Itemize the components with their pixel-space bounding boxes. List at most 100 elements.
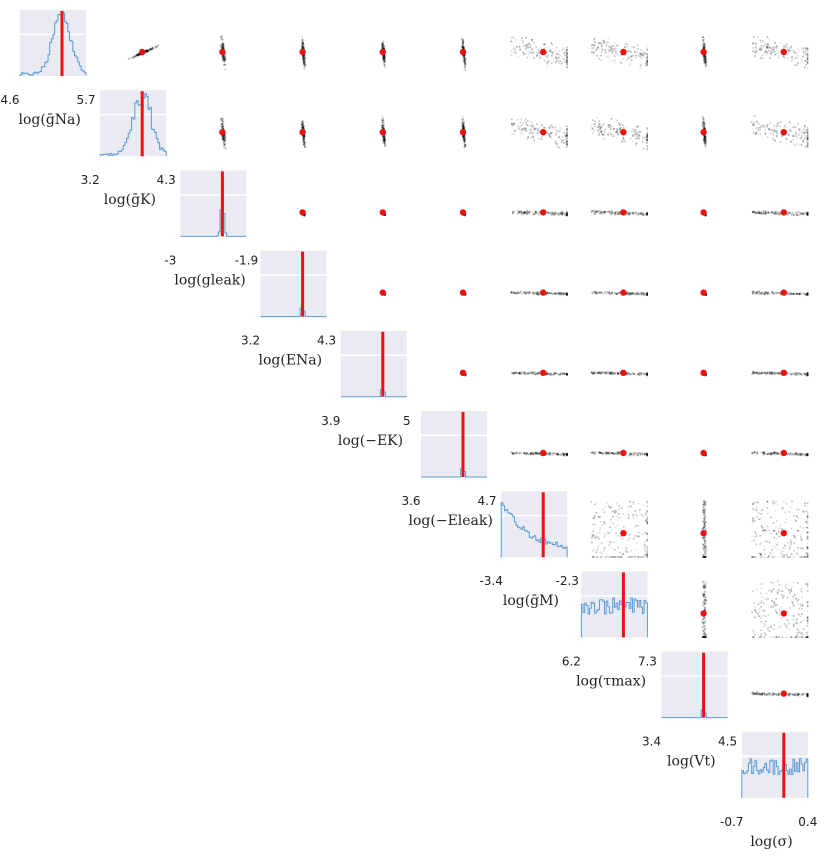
density-sample — [548, 134, 550, 136]
density-sample — [461, 46, 464, 48]
density-sample — [618, 131, 621, 133]
density-sample — [606, 291, 608, 293]
density-sample — [646, 56, 648, 58]
density-sample — [762, 210, 765, 213]
density-sample — [383, 59, 385, 62]
density-sample — [146, 50, 149, 53]
density-sample — [558, 136, 560, 139]
density-sample — [618, 291, 620, 294]
density-sample — [130, 56, 132, 59]
true-value-point — [379, 129, 386, 136]
density-sample — [806, 138, 809, 140]
density-sample — [806, 293, 808, 296]
density-sample — [223, 56, 226, 59]
density-sample — [775, 134, 778, 137]
density-sample — [154, 45, 157, 48]
density-sample — [381, 126, 383, 128]
density-sample — [553, 213, 556, 215]
density-sample — [644, 62, 647, 65]
density-sample — [704, 45, 706, 48]
density-sample — [382, 57, 385, 60]
density-sample — [526, 212, 529, 214]
density-sample — [703, 139, 706, 141]
density-sample — [780, 293, 782, 296]
parameter-label: log(ENa) — [258, 353, 322, 369]
density-sample — [526, 138, 529, 140]
density-sample — [137, 54, 139, 57]
density-sample — [223, 58, 225, 60]
density-sample — [755, 127, 757, 130]
density-sample — [531, 52, 534, 55]
density-sample — [804, 294, 807, 296]
density-sample — [617, 44, 620, 47]
density-sample — [792, 134, 795, 137]
density-sample — [802, 213, 805, 215]
density-sample — [611, 291, 613, 294]
density-sample — [609, 211, 612, 213]
density-sample — [629, 213, 632, 216]
density-sample — [614, 131, 617, 133]
density-sample — [624, 127, 627, 130]
density-sample — [566, 293, 568, 295]
density-sample — [701, 125, 704, 127]
density-sample — [611, 50, 613, 52]
density-sample — [223, 138, 226, 140]
density-sample — [774, 130, 777, 133]
density-sample — [601, 45, 603, 48]
density-sample — [806, 294, 809, 297]
density-sample — [804, 59, 806, 62]
true-value-point — [620, 129, 627, 136]
density-sample — [549, 132, 552, 134]
density-sample — [384, 293, 387, 296]
density-sample — [383, 140, 385, 143]
density-sample — [221, 46, 224, 49]
density-sample — [624, 43, 627, 45]
density-sample — [303, 62, 305, 65]
density-sample — [703, 135, 705, 137]
density-sample — [463, 126, 466, 129]
density-sample — [704, 56, 707, 59]
density-sample — [608, 210, 611, 213]
density-sample — [304, 145, 306, 148]
density-sample — [529, 46, 531, 49]
density-sample — [552, 293, 555, 296]
density-sample — [754, 42, 757, 45]
density-sample — [462, 138, 465, 141]
density-sample — [765, 54, 767, 56]
density-sample — [519, 121, 522, 124]
density-sample — [463, 63, 466, 66]
density-sample — [786, 53, 788, 56]
density-sample — [561, 213, 564, 216]
density-sample — [137, 53, 140, 56]
density-sample — [559, 213, 562, 216]
density-sample — [222, 136, 225, 139]
density-sample — [759, 129, 762, 132]
density-sample — [752, 211, 755, 213]
density-sample — [550, 41, 552, 44]
density-sample — [645, 142, 648, 145]
density-sample — [303, 135, 305, 137]
density-sample — [549, 125, 551, 127]
density-sample — [563, 51, 566, 54]
true-value-point — [620, 48, 627, 56]
density-sample — [528, 55, 530, 57]
density-sample — [127, 57, 130, 60]
density-sample — [756, 212, 759, 214]
density-sample — [382, 139, 384, 142]
density-sample — [463, 136, 465, 139]
density-sample — [302, 127, 304, 130]
density-sample — [635, 53, 638, 56]
density-sample — [223, 136, 225, 139]
density-sample — [522, 122, 525, 124]
density-sample — [462, 135, 464, 138]
density-sample — [381, 45, 383, 47]
density-sample — [465, 69, 467, 72]
density-sample — [461, 43, 463, 46]
density-sample — [382, 61, 385, 63]
density-sample — [764, 50, 767, 53]
density-sample — [628, 292, 631, 295]
density-sample — [222, 40, 224, 43]
density-sample — [643, 292, 645, 295]
density-sample — [608, 291, 611, 294]
density-sample — [806, 293, 809, 295]
